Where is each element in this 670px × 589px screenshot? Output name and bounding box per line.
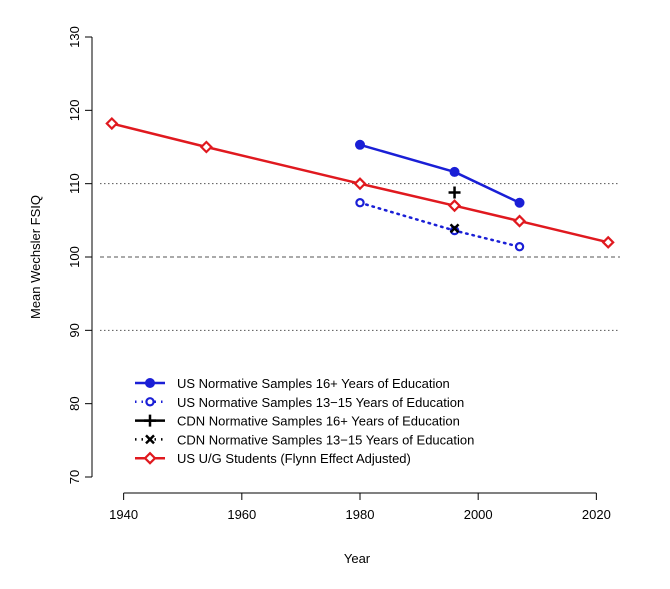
x-axis-title: Year	[344, 551, 371, 566]
y-tick-label: 130	[67, 26, 82, 48]
series-3-point	[448, 186, 461, 199]
x-tick-label: 2000	[464, 507, 493, 522]
x-tick-label: 1960	[227, 507, 256, 522]
series-5-point	[199, 140, 213, 154]
y-tick-label: 100	[67, 246, 82, 268]
series-1-point	[449, 166, 460, 177]
y-tick-label: 120	[67, 99, 82, 121]
legend-label: CDN Normative Samples 16+ Years of Educa…	[177, 414, 460, 429]
series-5-point	[353, 177, 367, 191]
x-tick-label: 2020	[582, 507, 611, 522]
axes: 1940 1960 1980 2000 2020 70 80 90 100 110 120 130	[67, 26, 611, 522]
y-axis-title: Mean Wechsler FSIQ	[28, 195, 43, 319]
legend-marker	[145, 434, 155, 445]
series-1-point	[355, 139, 365, 150]
legend-label: CDN Normative Samples 13−15 Years of Edu…	[177, 432, 474, 447]
series-line-2	[358, 201, 521, 248]
legend-marker	[145, 378, 155, 388]
legend-label: US U/G Students (Flynn Effect Adjusted)	[177, 451, 411, 466]
legend-item-5: US U/G Students (Flynn Effect Adjusted)	[135, 451, 411, 466]
series-5-point	[105, 116, 119, 131]
series-2-point	[355, 198, 365, 208]
series-5-point	[601, 235, 615, 249]
legend-item-2: US Normative Samples 13−15 Years of Educ…	[135, 395, 464, 410]
series-line-5	[110, 122, 610, 244]
legend-item-4: CDN Normative Samples 13−15 Years of Edu…	[135, 432, 474, 447]
legend-label: US Normative Samples 16+ Years of Educat…	[177, 376, 450, 391]
x-tick-label: 1980	[346, 507, 375, 522]
series-5-point	[512, 214, 527, 228]
legend-marker	[145, 397, 155, 407]
y-tick-label: 70	[67, 470, 82, 484]
y-tick-label: 90	[67, 323, 82, 337]
legend-item-1: US Normative Samples 16+ Years of Educat…	[135, 376, 450, 391]
y-tick-label: 80	[67, 396, 82, 410]
legend-item-3: CDN Normative Samples 16+ Years of Educa…	[135, 414, 460, 429]
legend-label: US Normative Samples 13−15 Years of Educ…	[177, 395, 464, 410]
y-tick-label: 110	[67, 173, 82, 194]
legend-marker	[144, 414, 156, 427]
series-1-point	[514, 197, 525, 208]
series-line-1	[358, 143, 521, 204]
series-points	[105, 116, 615, 252]
legend-marker	[143, 451, 157, 465]
legend: US Normative Samples 16+ Years of Educat…	[135, 376, 474, 466]
series-4-point	[449, 223, 460, 234]
series-5-point	[447, 199, 462, 213]
x-tick-label: 1940	[109, 507, 138, 522]
series-2-point	[514, 242, 525, 252]
